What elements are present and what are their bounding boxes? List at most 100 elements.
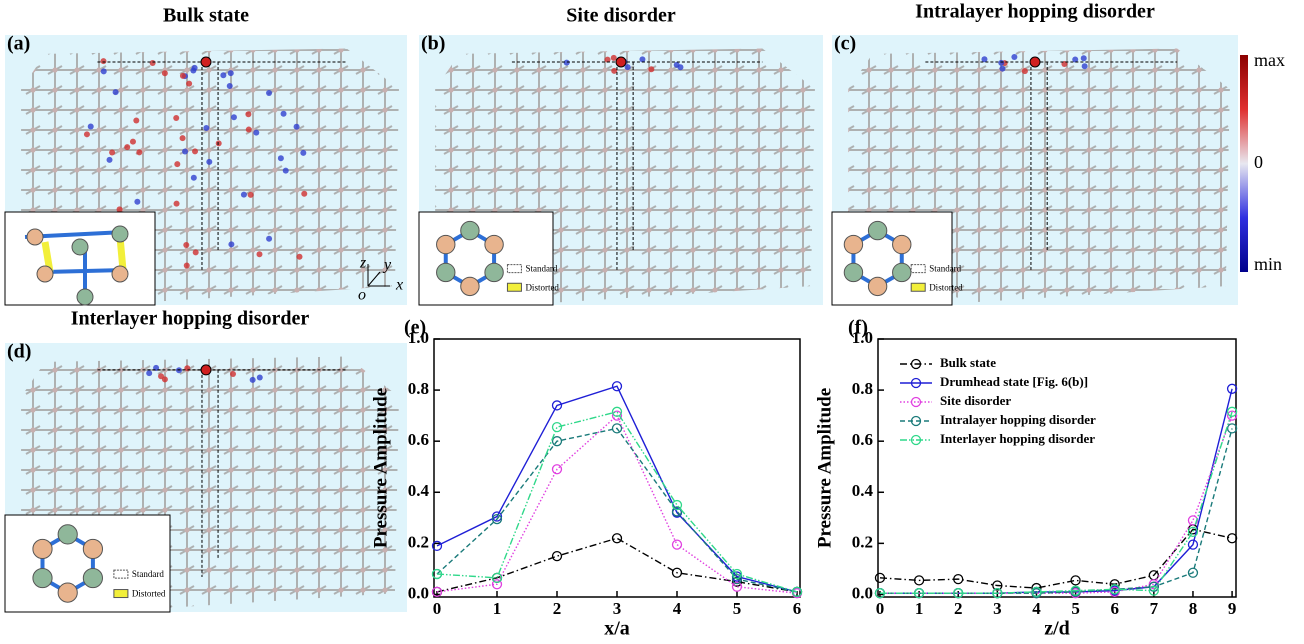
lattice-site [230, 114, 237, 121]
lattice-site [247, 191, 254, 198]
lattice-site [1080, 55, 1087, 62]
lattice-site [136, 149, 143, 156]
data-point [992, 580, 1003, 591]
data-point [791, 586, 803, 598]
lattice-site [1021, 68, 1028, 75]
x-tick-label: 6 [1110, 599, 1119, 618]
lattice-site [183, 242, 190, 249]
legend-swatch [910, 264, 926, 274]
inset-legend: Distorted [929, 282, 963, 292]
lattice-site [301, 190, 308, 197]
lattice-site [190, 174, 197, 181]
y-tick-label: 1.0 [408, 328, 429, 347]
data-point [1187, 539, 1199, 550]
x-tick-label: 6 [793, 599, 802, 618]
data-point [611, 381, 623, 392]
lattice-site [190, 67, 197, 74]
lattice-site [981, 56, 988, 63]
y-tick-label: 0.8 [408, 379, 429, 398]
inset-atom [76, 288, 94, 306]
data-point [1226, 406, 1238, 417]
y-tick-label: 0.4 [408, 481, 430, 500]
x-tick-label: 8 [1189, 599, 1198, 618]
series-line [879, 411, 1233, 594]
x-tick-label: 1 [915, 599, 924, 618]
lattice-site [999, 65, 1006, 72]
lattice-site [106, 156, 113, 163]
colorbar [1240, 55, 1248, 272]
inset-atom [111, 225, 129, 243]
y-tick-label: 0.2 [852, 532, 873, 551]
lattice-site [179, 72, 186, 79]
guide-line [97, 61, 347, 270]
data-point [671, 539, 683, 550]
lattice-site [112, 89, 119, 96]
data-point [1109, 586, 1120, 598]
lattice-site [293, 123, 300, 130]
inset-atom [111, 265, 129, 283]
colorbar-mid: 0 [1254, 152, 1263, 172]
lattice-site [182, 148, 189, 155]
lattice-site [220, 72, 227, 79]
lattice-site [604, 56, 611, 63]
lattice-site [173, 115, 180, 122]
data-point [611, 533, 623, 544]
panel-title: Intralayer hopping disorder [915, 1, 1155, 23]
data-point [431, 586, 443, 598]
data-point [551, 550, 563, 562]
y-tick-label: 0.6 [408, 430, 429, 449]
lattice-site [100, 68, 107, 75]
lattice-site [266, 235, 273, 242]
lattice-site [227, 70, 234, 77]
inset-atom [26, 228, 44, 246]
lattice-site [149, 59, 156, 66]
inset-legend: Standard [132, 569, 164, 579]
lattice-site [192, 249, 199, 256]
legend-label: Drumhead state [Fig. 6(b)] [940, 374, 1088, 389]
lattice-site [183, 262, 190, 269]
inset-legend: Distorted [525, 282, 559, 292]
legend-label: Bulk state [940, 355, 996, 370]
panel-label: (d) [7, 341, 31, 363]
data-point [491, 579, 503, 590]
data-point [1226, 533, 1238, 544]
data-point [611, 423, 623, 434]
x-axis-title: z/d [1044, 618, 1070, 640]
series-line [879, 428, 1233, 594]
data-point [1187, 515, 1199, 526]
inset [4, 211, 156, 306]
axis-letter: y [382, 257, 392, 274]
x-axis-title: x/a [604, 618, 630, 640]
data-point [953, 573, 964, 585]
inset-legend: Standard [929, 264, 961, 274]
lattice-site [673, 61, 680, 68]
axis-letter: z [359, 255, 367, 272]
inset-atom [867, 220, 888, 241]
guide-line [97, 369, 347, 578]
x-tick-label: 7 [1150, 599, 1159, 618]
guide-line [925, 61, 1178, 270]
plot-frame [877, 338, 1237, 598]
data-point [491, 513, 503, 525]
lattice-site [563, 59, 570, 66]
x-tick-label: 5 [1071, 599, 1080, 618]
lattice-site [206, 158, 213, 165]
inset-legend: Standard [525, 264, 557, 274]
lattice-site [280, 110, 287, 117]
legend-swatch [113, 589, 129, 599]
data-point [1226, 383, 1238, 394]
data-point [671, 567, 683, 578]
lattice-site [173, 200, 180, 207]
inset-atom [484, 262, 504, 283]
inset-atom [36, 265, 54, 283]
inset-atom [484, 234, 504, 255]
lattice-site [116, 206, 123, 213]
lattice-site [1011, 54, 1018, 61]
data-point [1070, 575, 1081, 586]
data-point [731, 571, 743, 582]
x-tick-label: 2 [553, 599, 562, 618]
lattice-site [129, 138, 136, 145]
data-point [913, 588, 925, 599]
lattice-site [256, 374, 263, 381]
inset-atom [460, 220, 480, 241]
